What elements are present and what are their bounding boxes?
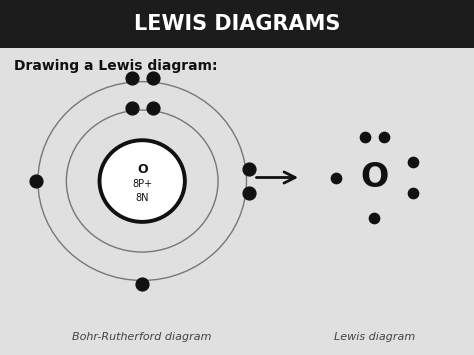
Text: Bohr-Rutherford diagram: Bohr-Rutherford diagram bbox=[73, 332, 212, 342]
Point bbox=[149, 75, 156, 81]
Ellipse shape bbox=[100, 140, 185, 222]
Point bbox=[361, 134, 369, 140]
Point bbox=[410, 159, 417, 165]
Text: O: O bbox=[360, 161, 389, 194]
Text: Lewis diagram: Lewis diagram bbox=[334, 332, 415, 342]
Point bbox=[149, 105, 156, 111]
Point bbox=[371, 215, 378, 221]
Point bbox=[32, 178, 39, 184]
Point bbox=[128, 75, 136, 81]
Point bbox=[332, 175, 339, 180]
Point bbox=[380, 134, 388, 140]
Text: LEWIS DIAGRAMS: LEWIS DIAGRAMS bbox=[134, 14, 340, 34]
Text: O: O bbox=[137, 163, 147, 176]
Point bbox=[128, 105, 136, 111]
Point bbox=[410, 190, 417, 196]
Point bbox=[138, 281, 146, 287]
Point bbox=[245, 191, 253, 196]
FancyBboxPatch shape bbox=[0, 0, 474, 48]
Text: 8P+: 8P+ bbox=[132, 179, 152, 189]
Point bbox=[245, 166, 253, 171]
Text: Drawing a Lewis diagram:: Drawing a Lewis diagram: bbox=[14, 59, 218, 73]
Text: 8N: 8N bbox=[136, 193, 149, 203]
